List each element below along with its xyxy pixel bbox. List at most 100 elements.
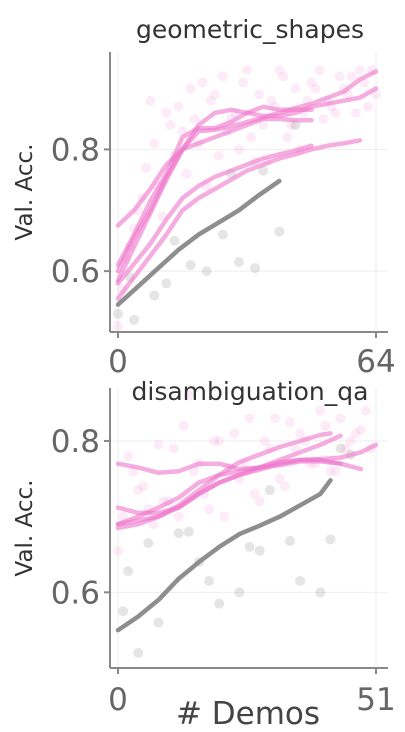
scatter-point-pink [204,504,215,515]
scatter-point-gray [149,290,160,301]
x-axis-label: # Demos [176,696,320,732]
y-tick-label: 0.6 [51,575,100,611]
chart-panel-geometric-shapes: 0.6 0.8 0 64 geometric_shapes Val. Acc. [12,15,396,380]
scatter-point-pink [279,481,290,492]
series-line-pink-1 [115,116,314,228]
scatter-point-pink [310,83,321,94]
series-line-pink-6 [115,138,363,301]
scatter-point-pink [306,77,317,88]
scatter-point-gray [217,229,228,240]
scatter-point-gray [295,575,306,586]
scatter-point-pink [213,150,224,161]
scatter-point-pink [133,485,144,496]
scatter-point-gray [233,257,244,267]
scatter-point-gray [274,226,285,237]
scatter-point-gray [335,443,346,454]
scatter-point-pink [330,107,341,118]
scatter-point-pink [209,89,220,100]
scatter-point-gray [290,120,301,131]
y-tick-label: 0.8 [51,132,100,168]
scatter-point-pink [354,65,365,76]
scatter-point-gray [204,575,215,586]
chart-panel-disambiguation-qa: 0.6 0.8 0 51 disambiguation_qa Val. Acc. [12,377,396,718]
scatter-point-gray [254,545,265,556]
scatter-point-gray [250,263,261,274]
scatter-point-pink [173,511,184,522]
scatter-point-pink [274,473,285,484]
series-line-gray-0 [115,478,333,633]
scatter-point-pink [178,420,189,431]
series-line-pink-3 [115,457,364,527]
scatter-point-pink [362,101,373,112]
scatter-point-gray [169,235,180,246]
scatter-point-pink [165,120,176,131]
scatter-point-gray [129,314,140,325]
scatter-point-pink [123,451,134,462]
series-line-gray-0 [115,178,282,307]
scatter-point-pink [340,443,351,454]
scatter-point-gray [264,485,275,496]
scatter-point-gray [173,528,184,539]
x-tick-label: 64 [356,344,395,380]
scatter-point-gray [153,617,164,628]
scatter-point-pink [345,435,356,446]
scatter-point-pink [278,71,289,82]
scatter-point-pink [229,428,240,439]
scatter-point-pink [242,65,252,76]
scatter-point-pink [330,466,341,477]
scatter-point-pink [237,77,248,88]
scatter-point-pink [254,89,265,100]
scatter-point-pink [149,138,160,149]
scatter-point-pink [355,424,366,435]
scatter-point-pink [209,435,220,446]
scatter-point-pink [295,428,306,439]
scatter-point-pink [350,107,361,118]
scatter-point-pink [325,466,336,477]
series-line-pink-2 [115,442,379,516]
x-tick-label: 0 [108,682,128,718]
scatter-point-pink [285,417,295,428]
scatter-point-pink [335,413,346,424]
y-axis-label: Val. Acc. [12,144,38,241]
scatter-point-pink [346,71,357,82]
scatter-point-pink [183,390,194,401]
scatter-point-pink [217,71,228,82]
scatter-point-pink [258,120,269,131]
scatter-point-pink [244,413,255,424]
scatter-point-pink [334,71,345,82]
scatter-point-pink [318,113,329,124]
scatter-point-pink [246,132,257,143]
scatter-point-pink [274,65,285,76]
scatter-point-pink [113,320,123,331]
scatter-point-pink [145,95,156,106]
scatter-point-gray [118,606,129,617]
scatter-point-pink [161,107,172,118]
scatter-point-pink [315,405,326,416]
scatter-point-pink [290,83,301,94]
scatter-point-pink [189,113,200,124]
scatter-point-pink [360,405,371,416]
scatter-point-gray [214,598,225,609]
scatter-point-pink [314,65,325,76]
scatter-point-pink [197,77,208,88]
scatter-point-pink [320,420,331,431]
scatter-point-gray [185,260,196,271]
scatter-point-pink [286,120,297,131]
scatter-point-gray [143,538,154,549]
scatter-point-gray [244,541,255,552]
scatter-point-pink [233,144,244,155]
x-tick-label: 0 [108,344,128,380]
scatter-point-pink [138,481,149,492]
scatter-point-pink [350,428,361,439]
scatter-point-pink [249,488,260,499]
scatter-point-pink [173,101,184,112]
series-line-pink-5 [115,143,314,286]
scatter-point-pink [113,545,123,556]
panel-title-disambiguation-qa: disambiguation_qa [132,377,369,406]
scatter-point-gray [325,534,336,545]
x-tick-label: 51 [356,682,395,718]
scatter-point-gray [123,566,134,577]
scatter-point-gray [161,278,172,289]
scatter-point-pink [254,496,265,507]
